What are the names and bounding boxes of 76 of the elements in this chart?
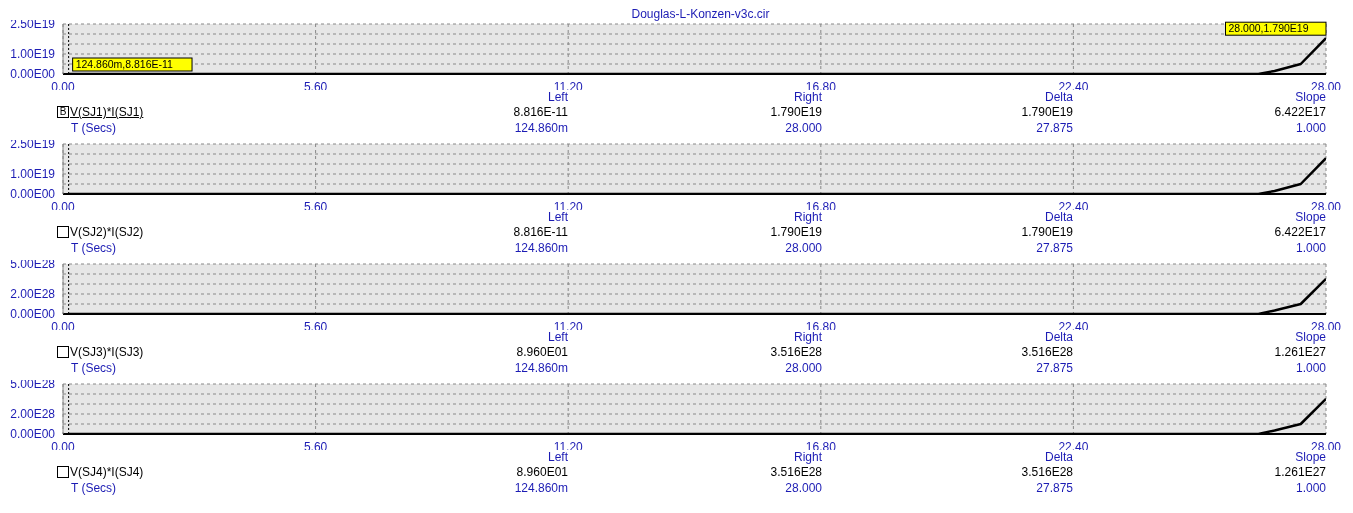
y-tick-label: 2.50E19 [10,17,56,32]
text: 28.000 [785,481,822,495]
text: 1.261E27 [1274,465,1326,479]
text: Right [793,450,822,464]
legend-label: V(SJ3)*I(SJ3) [70,345,144,359]
text: Right [793,330,822,344]
x-axis-title: T (Secs) [71,241,117,255]
text: 1.261E27 [1274,345,1326,359]
text: 3.516E28 [770,465,822,479]
text: 27.875 [1036,121,1073,135]
y-tick-label: 2.00E28 [10,407,56,422]
text: 28.000 [785,361,822,375]
text: 1.000 [1295,481,1326,495]
text: 8.960E01 [516,345,568,359]
y-tick-label: 0.00E00 [10,427,56,442]
text: 27.875 [1036,241,1073,255]
x-tick-label: 0.00 [51,319,75,334]
y-tick-label: 5.00E28 [10,377,56,392]
text: 1.000 [1295,241,1326,255]
text: 28.000 [785,241,822,255]
text: 28.000 [785,121,822,135]
x-tick-label: 0.00 [51,79,75,94]
y-tick-label: 2.00E28 [10,287,56,302]
text: Right [793,210,822,224]
text: Delta [1044,450,1073,464]
text: 124.860m [514,361,568,375]
checkbox-icon: B [57,106,69,118]
y-tick-label: 0.00E00 [10,187,56,202]
y-tick-label: 2.50E19 [10,137,56,152]
text: Delta [1044,210,1073,224]
x-axis-title: T (Secs) [71,121,117,135]
text: 1.790E19 [1021,105,1073,119]
text: 3.516E28 [1021,345,1073,359]
text: Left [547,210,568,224]
y-tick-label: 1.00E19 [10,167,56,182]
text: 6.422E17 [1274,225,1326,239]
text: Left [547,450,568,464]
chart-title: Douglas-L-Konzen-v3c.cir [631,7,770,21]
y-tick-label: 5.00E28 [10,257,56,272]
text: 1.790E19 [1021,225,1073,239]
text: 124.860m [514,121,568,135]
y-tick-label: 0.00E00 [10,67,56,82]
text: Left [547,90,568,104]
text: 27.875 [1036,481,1073,495]
text: Right [793,90,822,104]
x-tick-label: 5.60 [303,319,328,334]
text: 1.000 [1295,121,1326,135]
annotation: 28.000,1.790E19 [1228,22,1309,35]
text: 1.000 [1295,361,1326,375]
x-tick-label: 5.60 [303,199,328,214]
x-axis-title: T (Secs) [71,481,117,495]
text: 8.816E-11 [513,105,568,119]
text: 8.960E01 [516,465,568,479]
legend-label: V(SJ2)*I(SJ2) [70,225,144,239]
text: 1.790E19 [770,225,822,239]
x-tick-label: 0.00 [51,439,75,454]
text: Left [547,330,568,344]
text: 3.516E28 [1021,465,1073,479]
annotation: 124.860m,8.816E-11 [75,58,174,70]
legend-label: V(SJ1)*I(SJ1) [70,105,144,119]
text: 6.422E17 [1274,105,1326,119]
text: 124.860m [514,481,568,495]
x-tick-label: 5.60 [303,79,328,94]
text: 27.875 [1036,361,1073,375]
legend-label: V(SJ4)*I(SJ4) [70,465,144,479]
x-axis-title: T (Secs) [71,361,117,375]
text: 8.816E-11 [513,225,568,239]
x-tick-label: 0.00 [51,199,75,214]
y-tick-label: 0.00E00 [10,307,56,322]
text: Delta [1044,330,1073,344]
text: 3.516E28 [770,345,822,359]
y-tick-label: 1.00E19 [10,47,56,62]
text: Delta [1044,90,1073,104]
text: 1.790E19 [770,105,822,119]
text: 124.860m [514,241,568,255]
x-tick-label: 5.60 [303,439,328,454]
